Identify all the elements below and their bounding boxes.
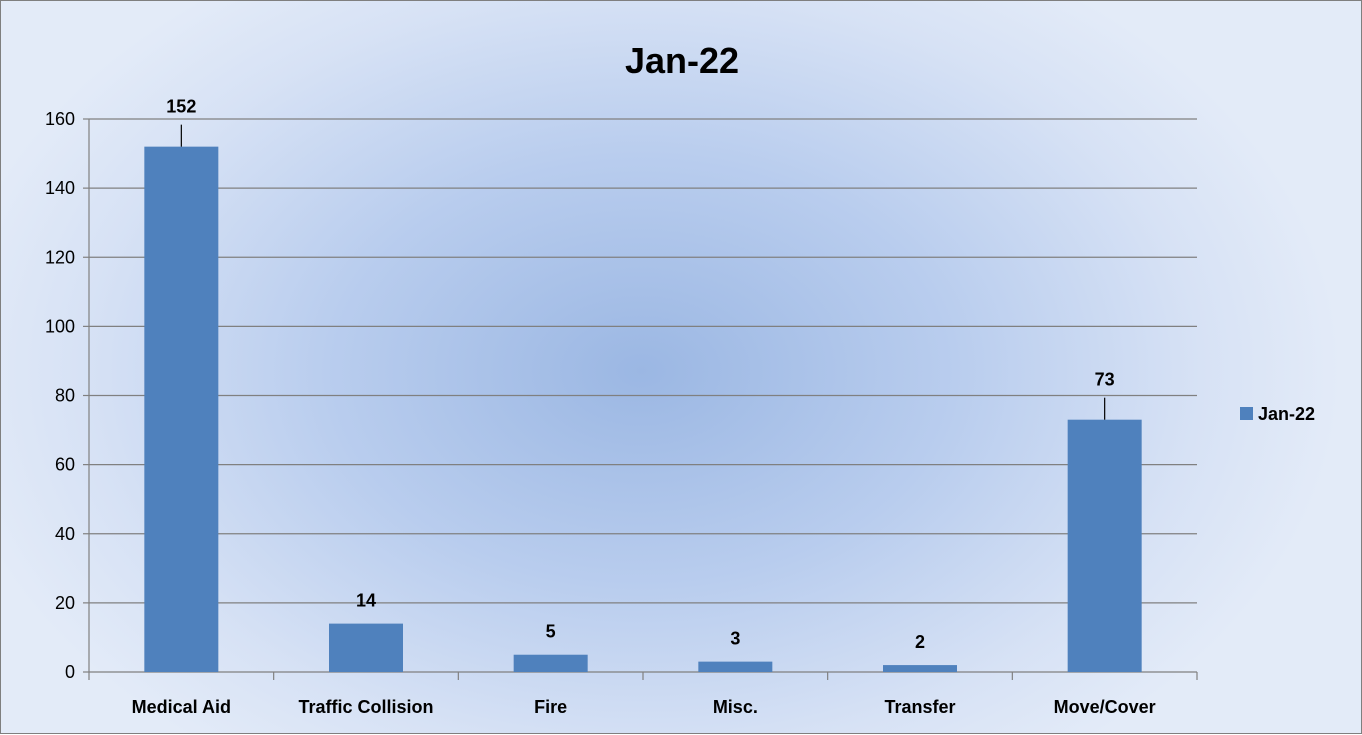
y-tick-label: 160 bbox=[45, 109, 75, 129]
y-tick-label: 40 bbox=[55, 524, 75, 544]
category-label: Misc. bbox=[713, 697, 758, 717]
data-label: 14 bbox=[356, 591, 376, 611]
category-label: Traffic Collision bbox=[298, 697, 433, 717]
category-label: Transfer bbox=[884, 697, 955, 717]
data-label: 73 bbox=[1095, 370, 1115, 390]
y-tick-label: 60 bbox=[55, 455, 75, 475]
data-label: 5 bbox=[546, 622, 556, 642]
y-tick-label: 140 bbox=[45, 178, 75, 198]
bars bbox=[144, 146, 1142, 672]
chart-title: Jan-22 bbox=[625, 40, 739, 81]
category-label: Fire bbox=[534, 697, 567, 717]
legend: Jan-22 bbox=[1240, 404, 1315, 424]
data-label: 2 bbox=[915, 632, 925, 652]
bar-traffic-collision bbox=[329, 623, 403, 672]
bar-transfer bbox=[883, 665, 957, 672]
data-label: 3 bbox=[730, 629, 740, 649]
legend-swatch bbox=[1240, 407, 1253, 420]
data-labels: 152 14 5 3 2 73 bbox=[166, 97, 1114, 652]
axes: 0 20 40 60 80 100 120 140 160 Medical Aid Traffic … bbox=[45, 109, 1198, 717]
gridlines bbox=[89, 118, 1197, 604]
bar-fire bbox=[513, 654, 588, 672]
category-label: Move/Cover bbox=[1054, 697, 1156, 717]
y-tick-label: 0 bbox=[65, 662, 75, 682]
legend-label: Jan-22 bbox=[1258, 404, 1315, 424]
y-tick-label: 80 bbox=[55, 386, 75, 406]
bar-misc- bbox=[698, 661, 773, 672]
category-label: Medical Aid bbox=[132, 697, 231, 717]
y-tick-label: 20 bbox=[55, 593, 75, 613]
y-tick-label: 100 bbox=[45, 316, 75, 336]
bar-medical-aid bbox=[144, 146, 219, 672]
data-label: 152 bbox=[166, 97, 196, 117]
bar-move-cover bbox=[1067, 419, 1142, 672]
y-tick-label: 120 bbox=[45, 247, 75, 267]
